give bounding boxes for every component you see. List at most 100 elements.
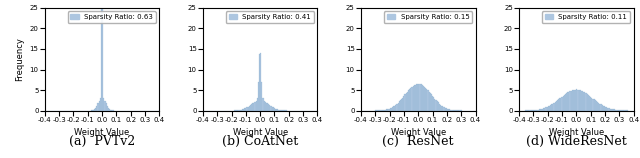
- Bar: [451, 110, 452, 111]
- Bar: [456, 110, 457, 111]
- Bar: [409, 89, 410, 111]
- Bar: [280, 110, 281, 111]
- Bar: [577, 90, 579, 111]
- Bar: [567, 92, 568, 111]
- Bar: [271, 106, 273, 111]
- Bar: [102, 8, 103, 111]
- Bar: [99, 101, 100, 111]
- Bar: [239, 110, 241, 111]
- Bar: [406, 93, 407, 111]
- Bar: [380, 110, 381, 111]
- Bar: [422, 85, 423, 111]
- Bar: [559, 98, 560, 111]
- Bar: [269, 105, 271, 111]
- Bar: [277, 109, 278, 111]
- Bar: [591, 98, 593, 111]
- Bar: [268, 104, 269, 111]
- Bar: [246, 107, 248, 111]
- Bar: [426, 89, 428, 111]
- Bar: [388, 109, 390, 111]
- Bar: [529, 110, 531, 111]
- Bar: [249, 106, 250, 111]
- Bar: [580, 90, 581, 111]
- Bar: [276, 109, 277, 111]
- Bar: [396, 103, 397, 111]
- Bar: [383, 110, 384, 111]
- Bar: [445, 108, 447, 111]
- Bar: [584, 92, 586, 111]
- Bar: [536, 110, 538, 111]
- Bar: [564, 95, 565, 111]
- Bar: [619, 110, 620, 111]
- Bar: [106, 103, 107, 111]
- Bar: [267, 103, 268, 111]
- Bar: [621, 110, 622, 111]
- Bar: [103, 98, 104, 111]
- Bar: [563, 96, 564, 111]
- Bar: [250, 105, 251, 111]
- Bar: [416, 84, 417, 111]
- Bar: [614, 109, 615, 111]
- X-axis label: Weight Value: Weight Value: [390, 128, 446, 137]
- Bar: [554, 102, 556, 111]
- Bar: [439, 104, 440, 111]
- Bar: [547, 107, 548, 111]
- Bar: [392, 107, 393, 111]
- Bar: [402, 98, 403, 111]
- Bar: [582, 91, 583, 111]
- Bar: [441, 106, 442, 111]
- Bar: [600, 104, 602, 111]
- Bar: [278, 110, 280, 111]
- Bar: [604, 106, 605, 111]
- Title: (c)  ResNet: (c) ResNet: [383, 135, 454, 148]
- Bar: [566, 93, 567, 111]
- Bar: [237, 110, 238, 111]
- Bar: [540, 109, 541, 111]
- Bar: [386, 109, 387, 111]
- Bar: [589, 96, 590, 111]
- Bar: [424, 87, 425, 111]
- Bar: [438, 102, 439, 111]
- Bar: [275, 109, 276, 111]
- Bar: [404, 94, 406, 111]
- Bar: [417, 84, 419, 111]
- Bar: [107, 106, 108, 111]
- Bar: [557, 100, 558, 111]
- Bar: [549, 106, 550, 111]
- Bar: [607, 108, 609, 111]
- Bar: [560, 98, 561, 111]
- Bar: [284, 110, 285, 111]
- Bar: [542, 109, 543, 111]
- Bar: [598, 103, 599, 111]
- Bar: [420, 84, 422, 111]
- Bar: [399, 101, 400, 111]
- Bar: [527, 110, 528, 111]
- X-axis label: Weight Value: Weight Value: [74, 128, 130, 137]
- Bar: [397, 103, 399, 111]
- Bar: [242, 109, 243, 111]
- Bar: [410, 88, 412, 111]
- Bar: [541, 109, 542, 111]
- Bar: [543, 108, 544, 111]
- Bar: [545, 107, 547, 111]
- Bar: [100, 98, 101, 111]
- Bar: [419, 84, 420, 111]
- X-axis label: Weight Value: Weight Value: [548, 128, 604, 137]
- Bar: [258, 82, 259, 111]
- Bar: [550, 105, 551, 111]
- Bar: [111, 110, 113, 111]
- Bar: [573, 90, 574, 111]
- Bar: [449, 109, 451, 111]
- Bar: [265, 102, 266, 111]
- Bar: [452, 110, 454, 111]
- Bar: [457, 110, 458, 111]
- Bar: [243, 109, 244, 111]
- Bar: [255, 101, 257, 111]
- Bar: [605, 107, 606, 111]
- Bar: [387, 109, 388, 111]
- Bar: [612, 109, 613, 111]
- Bar: [400, 100, 401, 111]
- Bar: [282, 110, 283, 111]
- Bar: [593, 99, 595, 111]
- Bar: [407, 92, 408, 111]
